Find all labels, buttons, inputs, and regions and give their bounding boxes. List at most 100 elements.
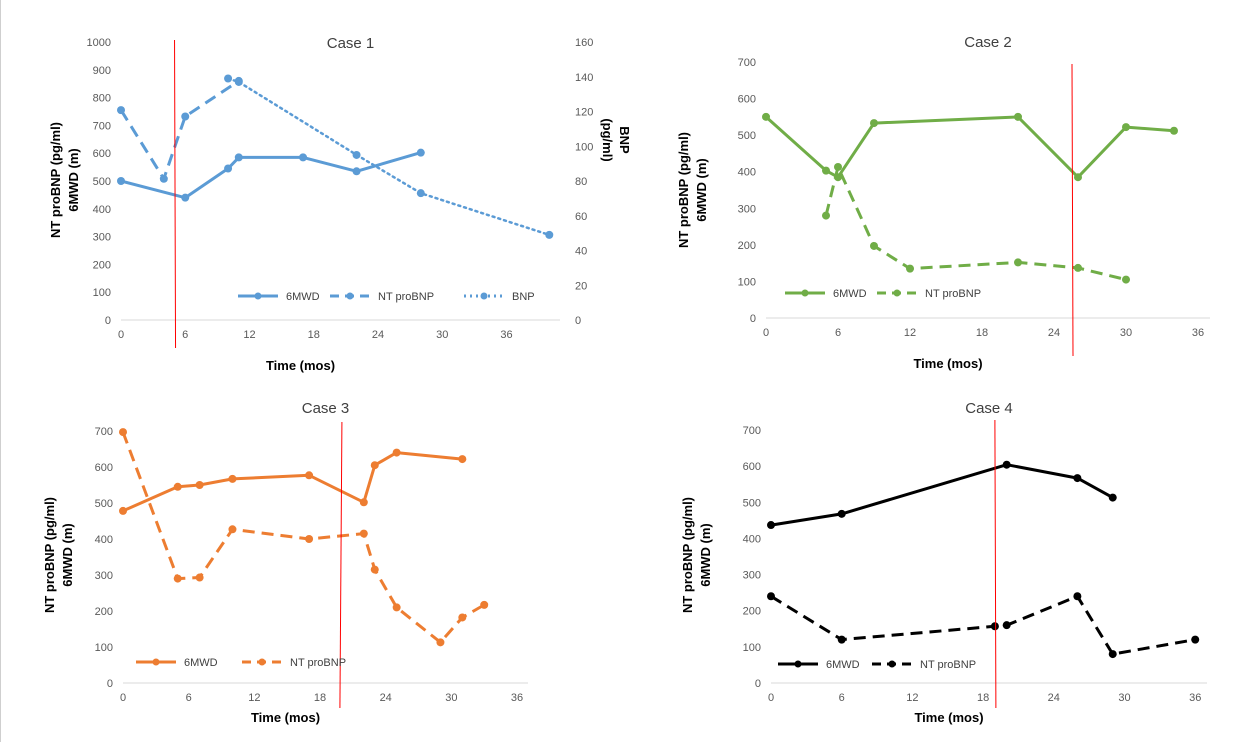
data-point: [1073, 474, 1082, 483]
data-point: [837, 509, 846, 518]
chart-title: Case 3: [302, 400, 350, 417]
x-tick-label: 24: [1048, 692, 1060, 704]
data-point: [173, 574, 182, 583]
chart-title: Case 2: [964, 34, 1012, 51]
x-tick-label: 36: [500, 329, 512, 341]
data-point: [1014, 258, 1022, 267]
x-tick-label: 12: [906, 692, 918, 704]
data-point: [1108, 650, 1117, 659]
y2-tick-label: 60: [575, 211, 587, 223]
y-tick-label: 500: [738, 130, 756, 142]
series-line-6mwd: [770, 463, 1114, 527]
data-point: [117, 177, 125, 185]
x-tick-label: 18: [977, 692, 989, 704]
data-point: [305, 471, 314, 480]
y-tick-label: 300: [93, 232, 111, 244]
x-axis-label: Time (mos): [266, 358, 335, 373]
y-tick-label: 100: [738, 276, 756, 288]
y-axis-label: NT proBNP (pg/ml): [42, 497, 57, 613]
data-point: [195, 573, 204, 582]
x-tick-label: 18: [976, 327, 988, 339]
x-tick-label: 30: [445, 692, 457, 704]
data-point: [370, 461, 379, 470]
chart-title: Case 4: [965, 400, 1013, 417]
y-tick-label: 400: [93, 204, 111, 216]
x-tick-label: 0: [118, 329, 124, 341]
chart-title: Case 1: [327, 35, 375, 52]
data-point: [234, 153, 243, 162]
y-tick-label: 1000: [87, 37, 111, 49]
y-tick-label: 500: [95, 498, 113, 510]
x-tick-label: 18: [314, 692, 326, 704]
legend-marker: [254, 292, 262, 300]
data-point: [228, 525, 237, 534]
y2-tick-label: 80: [575, 176, 587, 188]
y-tick-label: 200: [738, 240, 756, 252]
x-tick-label: 24: [1048, 327, 1060, 339]
y-axis-label: 6MWD (m): [66, 148, 81, 212]
legend-marker: [888, 660, 896, 668]
data-point: [234, 77, 243, 86]
data-point: [195, 481, 204, 489]
legend-label: NT proBNP: [920, 659, 976, 671]
data-point: [370, 565, 379, 574]
data-point: [119, 506, 127, 515]
x-axis-label: Time (mos): [913, 356, 982, 371]
data-point: [1170, 126, 1178, 135]
y-tick-label: 600: [95, 462, 113, 474]
y-tick-label: 0: [750, 313, 756, 325]
x-tick-label: 30: [1118, 692, 1130, 704]
y-tick-label: 100: [93, 287, 111, 299]
x-tick-label: 6: [839, 692, 845, 704]
x-tick-label: 30: [436, 329, 448, 341]
y-axis-label: 6MWD (m): [698, 523, 713, 587]
data-point: [173, 482, 182, 491]
legend-marker: [152, 658, 160, 666]
series-line-nt-probnp: [770, 594, 1196, 656]
data-point: [1108, 493, 1117, 502]
legend-label: NT proBNP: [378, 291, 434, 303]
data-point: [352, 150, 361, 159]
y-tick-label: 500: [93, 176, 111, 188]
y-tick-label: 700: [743, 425, 761, 437]
y-tick-label: 600: [743, 461, 761, 473]
y-tick-label: 300: [738, 203, 756, 215]
y-axis-label: NT proBNP (pg/ml): [680, 497, 695, 613]
data-point: [305, 535, 314, 543]
data-point: [1074, 263, 1082, 272]
y2-tick-label: 40: [575, 246, 587, 258]
legend-marker: [346, 292, 354, 300]
x-tick-label: 36: [511, 692, 523, 704]
data-point: [1191, 635, 1200, 644]
x-tick-label: 30: [1120, 327, 1132, 339]
data-point: [228, 474, 237, 483]
event-line: [1071, 63, 1074, 357]
y-tick-label: 900: [93, 65, 111, 77]
x-tick-label: 24: [372, 329, 384, 341]
legend-marker: [480, 292, 488, 300]
y-tick-label: 700: [93, 120, 111, 132]
series-line-nt-probnp: [119, 79, 240, 181]
y-tick-label: 200: [743, 606, 761, 618]
data-point: [545, 230, 554, 239]
x-tick-label: 36: [1189, 692, 1201, 704]
data-point: [458, 455, 467, 464]
series-line-6mwd: [122, 451, 463, 513]
chart-case-1: Case 10100200300400500600700800900100002…: [48, 35, 632, 373]
data-point: [181, 193, 190, 202]
data-point: [224, 164, 233, 173]
y2-axis-label: (pg/ml): [600, 118, 615, 161]
data-point: [480, 600, 489, 609]
data-point: [119, 428, 127, 437]
y-tick-label: 800: [93, 93, 111, 105]
y-tick-label: 400: [95, 534, 113, 546]
y2-tick-label: 120: [575, 107, 593, 119]
y-axis-label: NT proBNP (pg/ml): [676, 132, 691, 248]
legend-marker: [893, 289, 901, 297]
x-axis-label: Time (mos): [914, 710, 983, 725]
x-tick-label: 24: [380, 692, 392, 704]
chart-case-2: Case 2 0 100 200 300 400 500 600 700 0 6 12 18 24 30 36…: [676, 34, 1210, 371]
y-axis-label: 6MWD (m): [694, 158, 709, 222]
data-point: [458, 613, 467, 622]
legend-label: 6MWD: [826, 659, 860, 671]
